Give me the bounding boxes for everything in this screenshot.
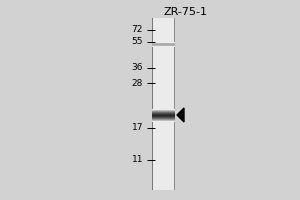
Text: 72: 72 xyxy=(132,25,143,34)
Text: 36: 36 xyxy=(131,64,143,72)
Text: 17: 17 xyxy=(131,123,143,132)
Polygon shape xyxy=(177,108,184,122)
Text: 55: 55 xyxy=(131,38,143,46)
Text: 11: 11 xyxy=(131,156,143,164)
Text: 28: 28 xyxy=(132,78,143,88)
Text: ZR-75-1: ZR-75-1 xyxy=(163,7,207,17)
